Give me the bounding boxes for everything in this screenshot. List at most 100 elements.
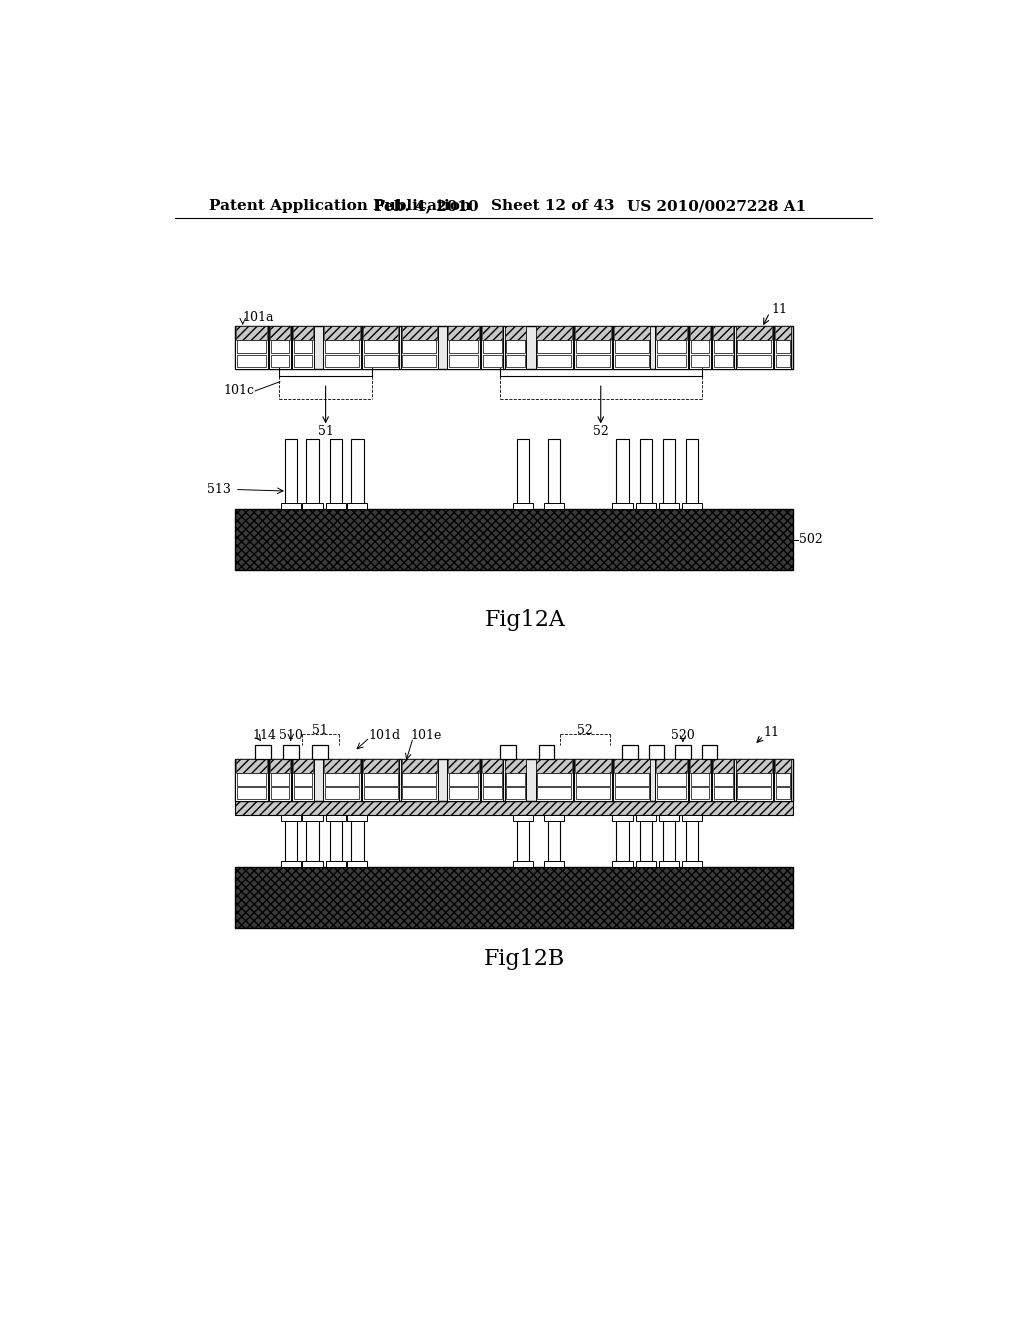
Bar [482, 326, 503, 341]
Text: 520: 520 [671, 730, 694, 742]
Bar [689, 759, 711, 801]
Bar [302, 503, 323, 508]
Bar [269, 759, 291, 801]
Text: Sheet 12 of 43: Sheet 12 of 43 [490, 199, 614, 213]
Bar [255, 744, 270, 759]
Bar [351, 816, 364, 867]
Bar [663, 440, 675, 508]
Bar [689, 326, 711, 370]
Bar [675, 744, 690, 759]
Bar [326, 503, 346, 508]
Bar [447, 326, 480, 370]
Bar [690, 774, 710, 785]
Bar [682, 861, 702, 867]
Bar [325, 341, 359, 354]
Bar [655, 326, 687, 370]
Bar [401, 759, 437, 774]
Bar [574, 326, 611, 370]
Bar [736, 759, 772, 774]
Bar [575, 355, 610, 367]
Bar [237, 774, 266, 785]
Text: 11: 11 [764, 726, 779, 739]
Bar [513, 503, 534, 508]
Text: US 2010/0027228 A1: US 2010/0027228 A1 [628, 199, 807, 213]
Bar [538, 355, 571, 367]
Bar [776, 355, 790, 367]
Bar [294, 355, 312, 367]
Bar [234, 867, 793, 928]
Bar [302, 816, 323, 821]
Bar [400, 326, 438, 370]
Bar [506, 774, 524, 785]
Text: 510: 510 [279, 730, 303, 742]
Bar [774, 326, 792, 370]
Bar [575, 787, 610, 799]
Bar [292, 759, 314, 801]
Bar [636, 816, 655, 821]
Bar [506, 326, 525, 341]
Bar [658, 816, 679, 821]
Bar [325, 355, 359, 367]
Bar [449, 341, 478, 354]
Bar [735, 326, 773, 370]
Bar [714, 355, 732, 367]
Bar [506, 355, 524, 367]
Bar [544, 861, 564, 867]
Bar [483, 355, 502, 367]
Bar [449, 774, 478, 785]
Bar [505, 326, 526, 370]
Text: Fig12B: Fig12B [484, 948, 565, 970]
Bar [690, 341, 710, 354]
Bar [364, 787, 397, 799]
Bar [330, 440, 342, 508]
Bar [362, 759, 398, 774]
Bar [548, 440, 560, 508]
Bar [614, 341, 649, 354]
Bar [281, 816, 301, 821]
Bar [481, 326, 503, 370]
Bar [270, 759, 290, 774]
Bar [237, 355, 266, 367]
Bar [449, 326, 479, 341]
Bar [234, 759, 793, 801]
Bar [640, 816, 652, 867]
Bar [234, 326, 793, 370]
Bar [636, 503, 655, 508]
Bar [613, 326, 650, 370]
Bar [614, 774, 649, 785]
Bar [538, 787, 571, 799]
Bar [713, 759, 733, 774]
Bar [326, 861, 346, 867]
Bar [294, 787, 312, 799]
Bar [362, 326, 399, 370]
Bar [270, 774, 289, 785]
Text: Patent Application Publication: Patent Application Publication [209, 199, 471, 213]
Bar [447, 759, 480, 801]
Bar [616, 440, 629, 508]
Bar [614, 759, 649, 774]
Bar [237, 341, 266, 354]
Bar [640, 440, 652, 508]
Bar [574, 759, 611, 801]
Bar [686, 816, 698, 867]
Bar [325, 787, 359, 799]
Bar [616, 816, 629, 867]
Bar [612, 503, 633, 508]
Bar [690, 326, 710, 341]
Bar [623, 744, 638, 759]
Bar [362, 326, 398, 341]
Bar [613, 759, 650, 801]
Bar [347, 503, 368, 508]
Bar [612, 861, 633, 867]
Text: 101c: 101c [223, 384, 254, 397]
Bar [682, 816, 702, 821]
Bar [401, 326, 437, 341]
Bar [714, 787, 732, 799]
Bar [324, 326, 360, 370]
Bar [270, 787, 289, 799]
Bar [713, 326, 733, 341]
Bar [736, 326, 772, 341]
Bar [449, 355, 478, 367]
Bar [536, 759, 572, 801]
Bar [324, 326, 359, 341]
